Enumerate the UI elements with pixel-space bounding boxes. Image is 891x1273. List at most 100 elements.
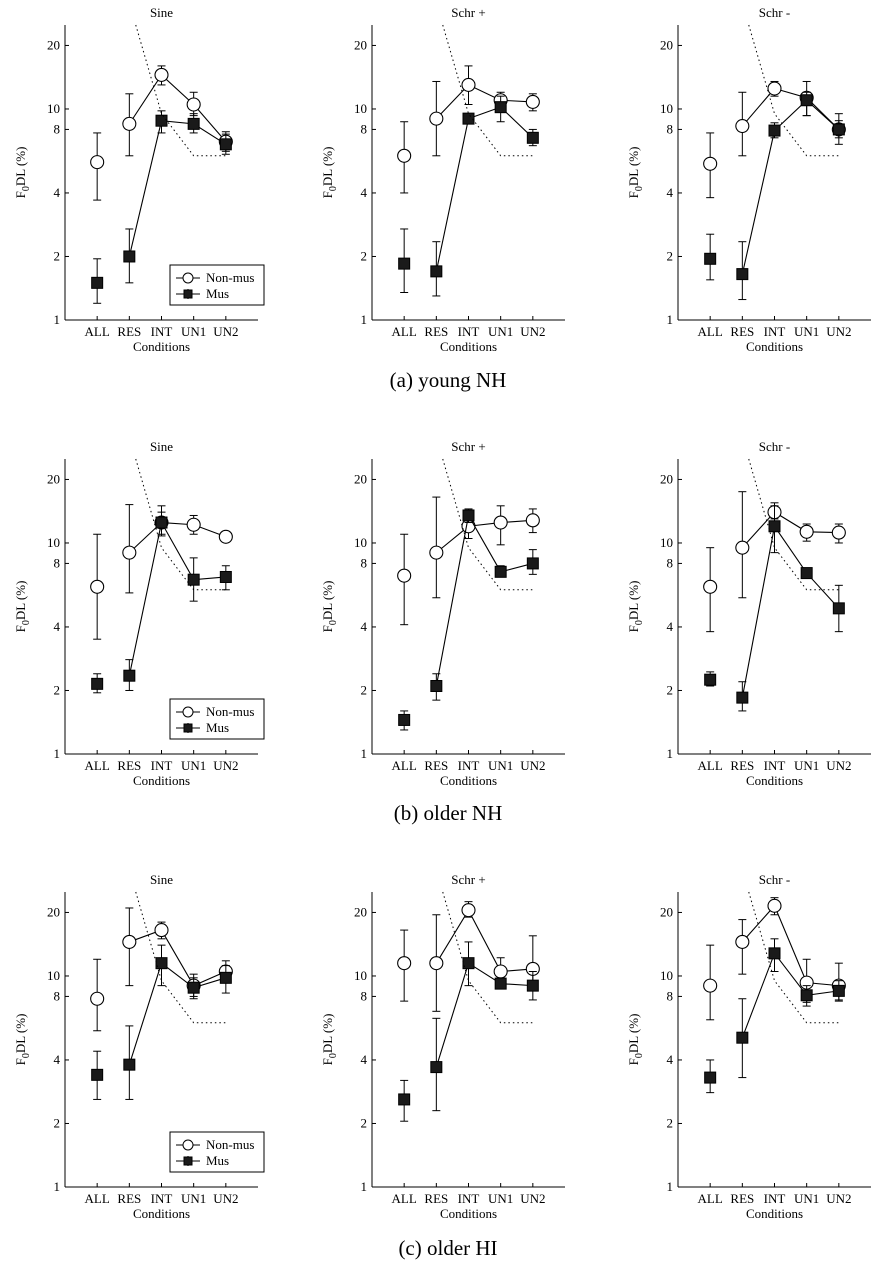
x-tick-label: ALL bbox=[698, 1191, 723, 1206]
mus-point bbox=[494, 101, 507, 114]
mus-point bbox=[832, 984, 845, 997]
non-mus-point bbox=[703, 156, 718, 171]
x-tick-label: UN2 bbox=[213, 758, 238, 773]
non-mus-point bbox=[429, 545, 444, 560]
chart-title: Schr + bbox=[451, 5, 485, 20]
y-axis-label-rest: DL (%) bbox=[320, 581, 335, 621]
y-axis-label-sub: 0 bbox=[634, 186, 645, 191]
y-tick-label: 20 bbox=[354, 904, 367, 919]
mus-point bbox=[91, 677, 104, 690]
y-axis-label: F0DL (%) bbox=[320, 1014, 339, 1066]
mus-point bbox=[219, 138, 232, 151]
mus-point bbox=[398, 713, 411, 726]
x-tick-label: INT bbox=[458, 758, 480, 773]
x-tick-label: RES bbox=[730, 324, 754, 339]
non-mus-point bbox=[186, 97, 201, 112]
mus-point bbox=[800, 567, 813, 580]
non-mus-point bbox=[767, 898, 782, 913]
chart-title: Schr - bbox=[759, 5, 790, 20]
reference-dotted-line bbox=[135, 458, 226, 591]
non-mus-series-line bbox=[741, 904, 839, 987]
y-tick-label: 8 bbox=[54, 988, 61, 1003]
reference-dotted-line bbox=[135, 24, 226, 157]
non-mus-point bbox=[831, 525, 846, 540]
y-tick-label: 8 bbox=[361, 555, 368, 570]
y-axis-label-main: F bbox=[13, 625, 28, 632]
x-tick-label: UN2 bbox=[520, 1191, 545, 1206]
reference-dotted-line bbox=[442, 891, 533, 1024]
mus-point bbox=[187, 981, 200, 994]
y-tick-label: 20 bbox=[354, 471, 367, 486]
chart-panel: 1 2 4 8 10 20 ALL RES INT UN1 UN2 Schr + Conditions F… bbox=[320, 5, 565, 354]
x-tick-label: UN2 bbox=[826, 1191, 851, 1206]
mus-series-line bbox=[741, 99, 840, 275]
y-axis-label: F0DL (%) bbox=[626, 581, 645, 633]
y-tick-label: 2 bbox=[54, 682, 61, 697]
figure-caption: (b) older NH bbox=[394, 801, 502, 825]
x-tick-label: UN1 bbox=[488, 758, 513, 773]
chart-panel: 1 2 4 8 10 20 ALL RES INT UN1 UN2 Schr - Conditions F… bbox=[626, 872, 871, 1221]
mus-point bbox=[526, 131, 539, 144]
reference-dotted-line bbox=[748, 24, 839, 157]
y-tick-label: 1 bbox=[54, 1179, 61, 1194]
x-tick-label: UN2 bbox=[520, 324, 545, 339]
x-tick-label: RES bbox=[730, 1191, 754, 1206]
x-tick-label: INT bbox=[151, 324, 173, 339]
mus-point bbox=[526, 979, 539, 992]
y-tick-label: 1 bbox=[361, 746, 368, 761]
non-mus-series-line bbox=[435, 909, 533, 973]
y-tick-label: 1 bbox=[361, 312, 368, 327]
y-axis-label-main: F bbox=[320, 625, 335, 632]
mus-point bbox=[494, 565, 507, 578]
y-axis-label-main: F bbox=[626, 625, 641, 632]
y-tick-label: 8 bbox=[361, 988, 368, 1003]
non-mus-point bbox=[799, 524, 814, 539]
mus-point bbox=[704, 252, 717, 265]
legend-label-non-mus: Non-mus bbox=[206, 270, 254, 285]
mus-point bbox=[736, 268, 749, 281]
y-tick-label: 20 bbox=[47, 904, 60, 919]
y-tick-label: 20 bbox=[660, 904, 673, 919]
mus-point bbox=[430, 680, 443, 693]
legend-label-mus: Mus bbox=[206, 286, 229, 301]
mus-point bbox=[736, 1031, 749, 1044]
y-tick-label: 4 bbox=[667, 185, 674, 200]
mus-point bbox=[155, 114, 168, 127]
y-tick-label: 10 bbox=[660, 101, 673, 116]
mus-point bbox=[768, 124, 781, 137]
y-axis-label-main: F bbox=[13, 1058, 28, 1065]
y-tick-label: 2 bbox=[54, 1115, 61, 1130]
non-mus-series-line bbox=[741, 87, 840, 130]
x-axis-label: Conditions bbox=[133, 773, 190, 788]
legend-mus-marker bbox=[183, 1156, 193, 1166]
y-axis-label-sub: 0 bbox=[21, 620, 32, 625]
mus-point bbox=[768, 947, 781, 960]
y-axis-label-main: F bbox=[626, 1058, 641, 1065]
non-mus-point bbox=[735, 934, 750, 949]
mus-point bbox=[430, 1061, 443, 1074]
non-mus-point bbox=[154, 923, 169, 938]
y-tick-label: 20 bbox=[660, 471, 673, 486]
non-mus-point bbox=[703, 579, 718, 594]
reference-dotted-line bbox=[442, 24, 533, 157]
legend-mus-marker bbox=[183, 723, 193, 733]
x-tick-label: UN2 bbox=[520, 758, 545, 773]
chart-title: Schr - bbox=[759, 439, 790, 454]
y-axis-label-rest: DL (%) bbox=[13, 581, 28, 621]
y-tick-label: 4 bbox=[667, 619, 674, 634]
non-mus-point bbox=[154, 67, 169, 82]
x-tick-label: INT bbox=[458, 1191, 480, 1206]
mus-point bbox=[704, 1071, 717, 1084]
chart-title: Sine bbox=[150, 872, 173, 887]
x-axis-label: Conditions bbox=[440, 773, 497, 788]
chart-panel: 1 2 4 8 10 20 ALL RES INT UN1 UN2 Sine Conditions F0D… bbox=[13, 5, 265, 354]
x-tick-label: UN1 bbox=[794, 324, 819, 339]
x-tick-label: ALL bbox=[85, 758, 110, 773]
y-tick-label: 2 bbox=[667, 1115, 674, 1130]
x-tick-label: UN1 bbox=[488, 324, 513, 339]
y-tick-label: 8 bbox=[667, 121, 674, 136]
x-tick-label: RES bbox=[424, 1191, 448, 1206]
y-tick-label: 2 bbox=[667, 248, 674, 263]
y-tick-label: 10 bbox=[660, 968, 673, 983]
